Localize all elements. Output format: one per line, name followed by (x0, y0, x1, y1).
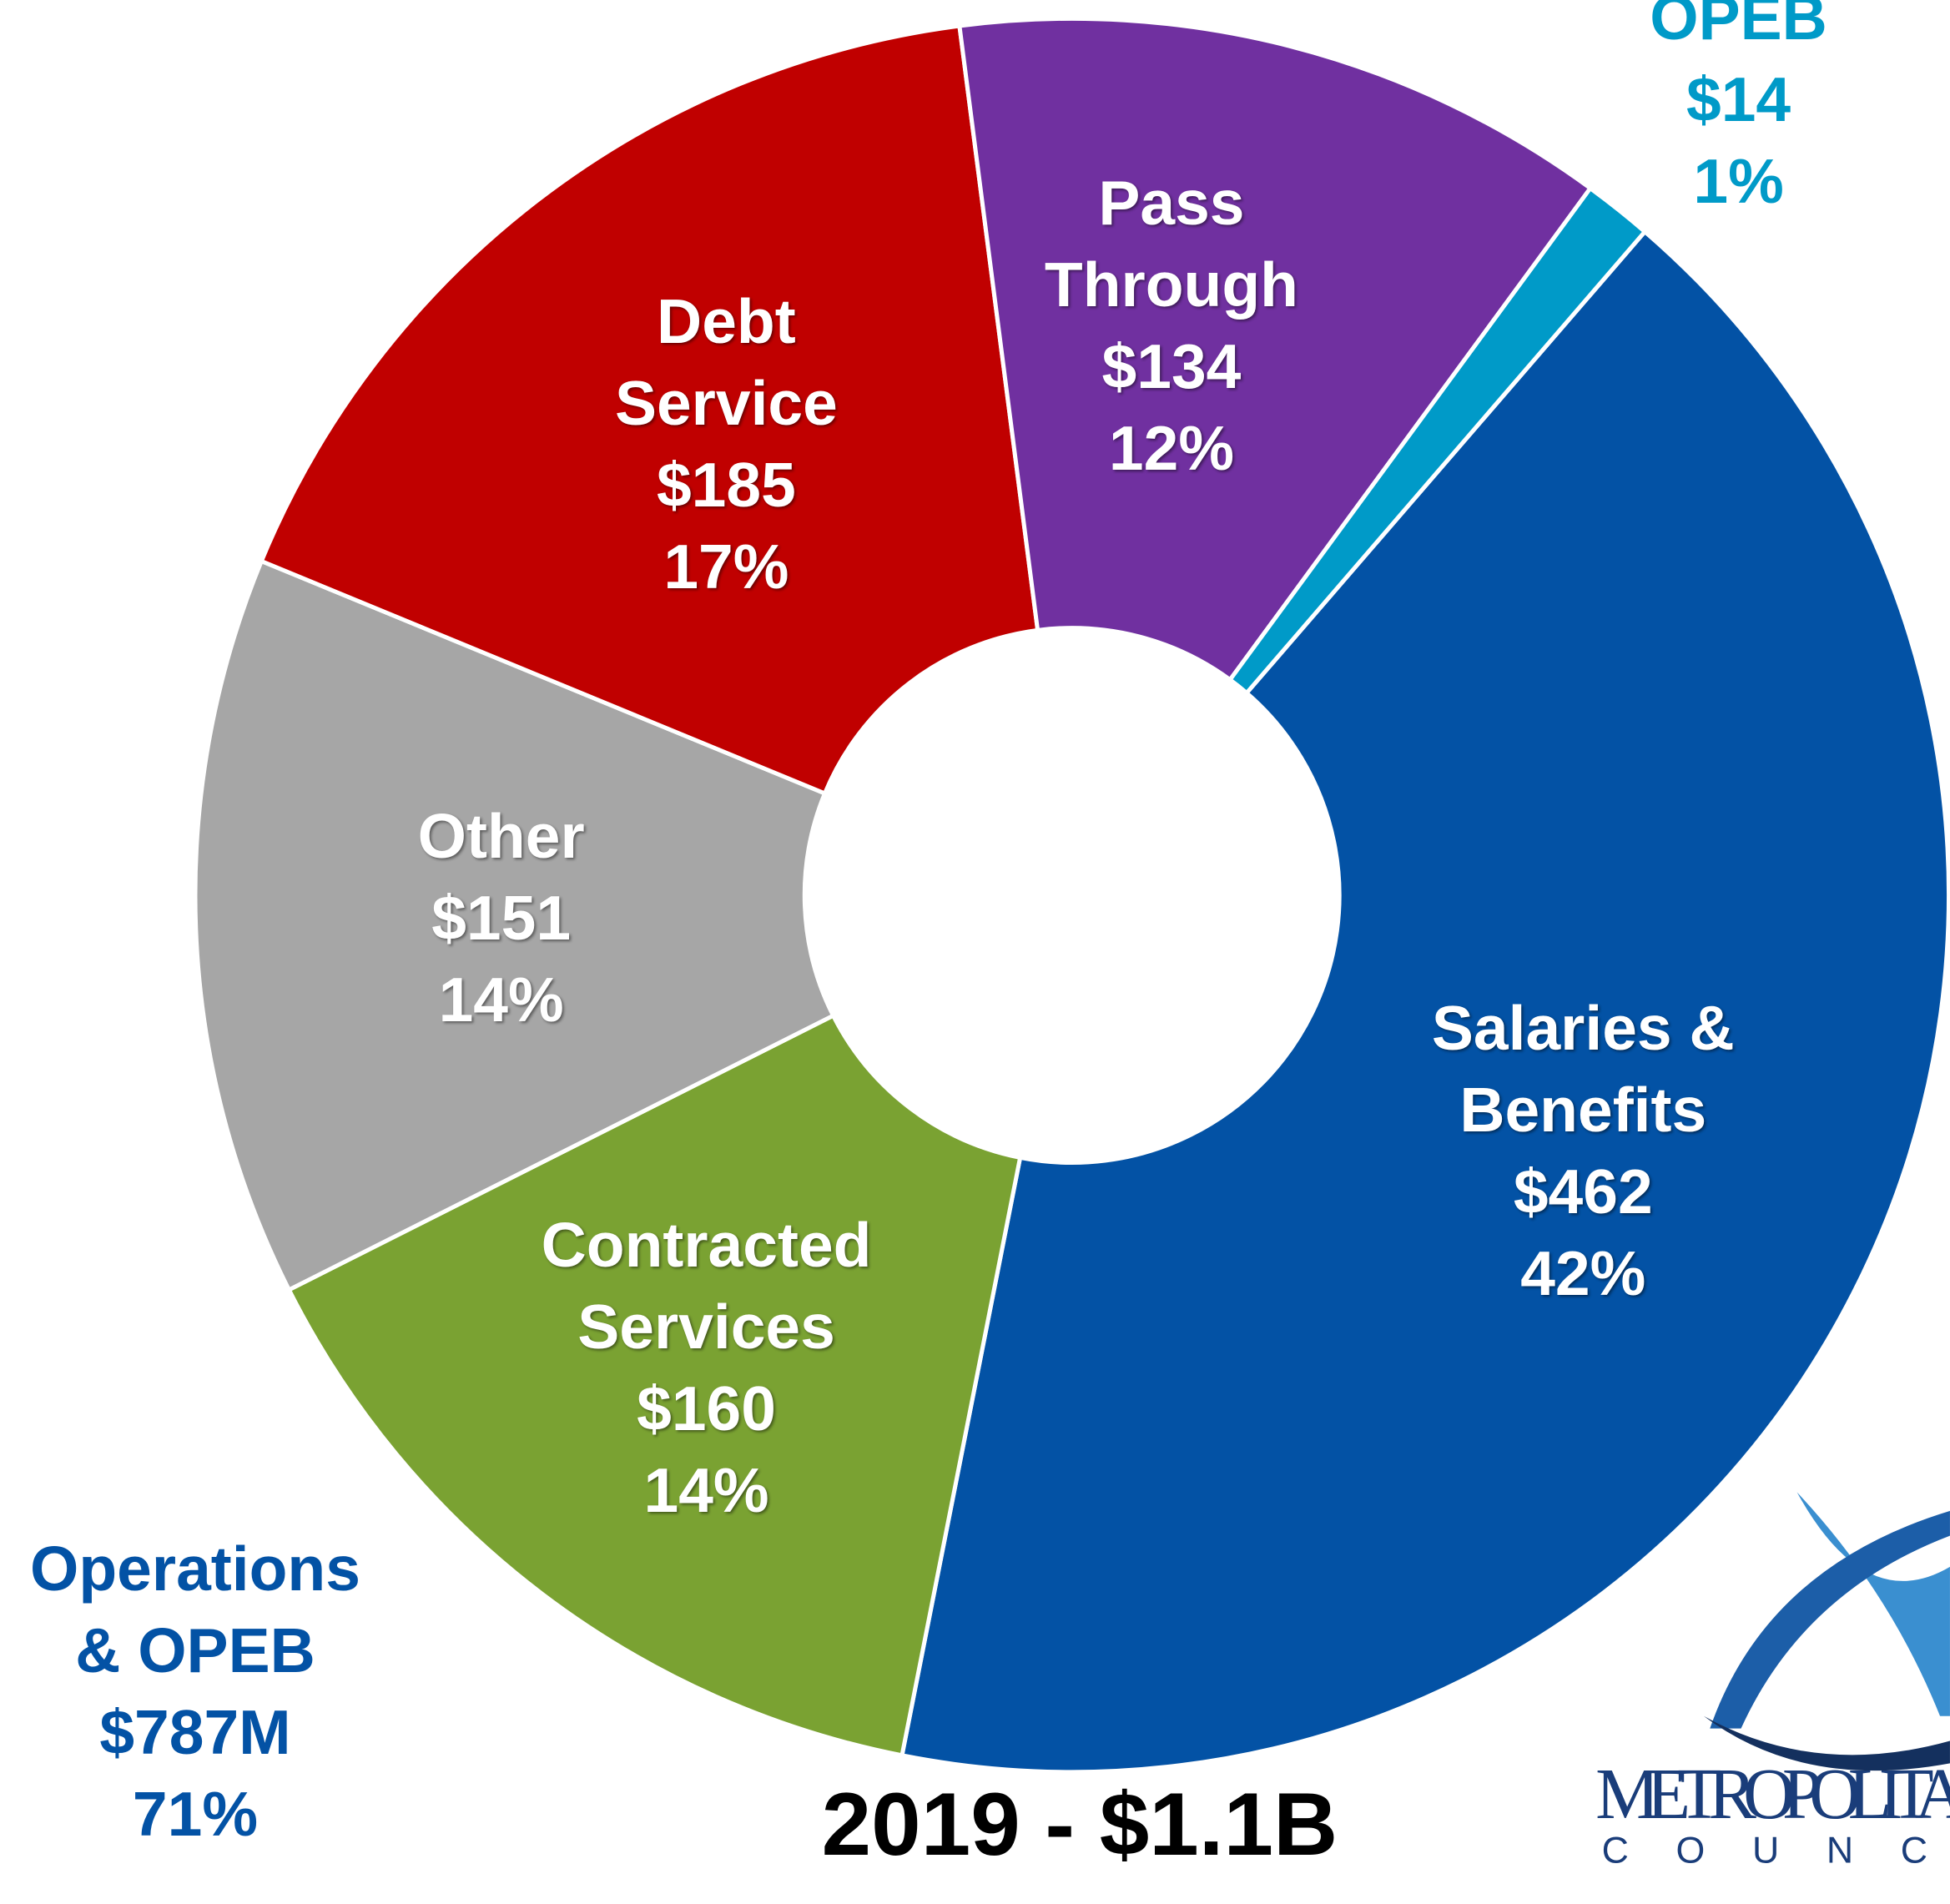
annotation: Operations & OPEB $787M 71% (0, 1528, 391, 1855)
logo-swoosh (1796, 1492, 1950, 1716)
value-label: $462 (1513, 1156, 1653, 1227)
annotation-line: 71% (132, 1778, 259, 1849)
slice-label: Pass Through $134 12% (1013, 162, 1330, 489)
logo-name: METROPOLITAN (1595, 1754, 1950, 1834)
slice-label: Other $151 14% (335, 795, 668, 1040)
percent-label: 1% (1693, 146, 1784, 217)
annotation-line: Operations & OPEB (30, 1533, 360, 1685)
logo-swoosh (1703, 1715, 1950, 1771)
category-label: Debt Service (614, 286, 838, 439)
slice-label: Contracted Services $160 14% (490, 1204, 924, 1531)
logo-swoosh (1710, 1510, 1950, 1729)
logo-sub: COUNCIL (1602, 1831, 1950, 1871)
slice-label: Debt Service $185 17% (584, 280, 868, 607)
annotation-line: $787M (99, 1696, 291, 1767)
value-label: $160 (637, 1373, 776, 1444)
slice-label: Salaries & Benefits $462 42% (1366, 987, 1800, 1314)
category-label: OPEB (1650, 0, 1827, 53)
donut-slice (899, 229, 1950, 1775)
donut-slice (193, 558, 836, 1293)
percent-label: 14% (438, 964, 564, 1035)
logo: METROPOLITANCOUNCIL (1595, 1492, 1950, 1871)
donut-slice (1227, 185, 1648, 697)
percent-label: 12% (1108, 413, 1235, 484)
chart-title: 2019 - $1.1B (821, 1774, 1338, 1874)
donut-slice (957, 16, 1594, 683)
percent-label: 14% (643, 1455, 769, 1526)
value-label: $14 (1686, 64, 1791, 135)
percent-label: 17% (663, 531, 789, 602)
value-label: $134 (1101, 331, 1242, 402)
value-label: $151 (431, 882, 572, 953)
donut-slice (286, 1012, 1023, 1758)
category-label: Contracted Services (541, 1210, 872, 1363)
slice-label: OPEB $14 1% (1614, 0, 1864, 222)
category-label: Salaries & Benefits (1431, 992, 1735, 1145)
value-label: $185 (656, 450, 796, 521)
donut-slice (259, 23, 1041, 797)
category-label: Other (417, 800, 585, 871)
category-label: Pass Through (1044, 168, 1298, 320)
percent-label: 42% (1520, 1237, 1646, 1308)
